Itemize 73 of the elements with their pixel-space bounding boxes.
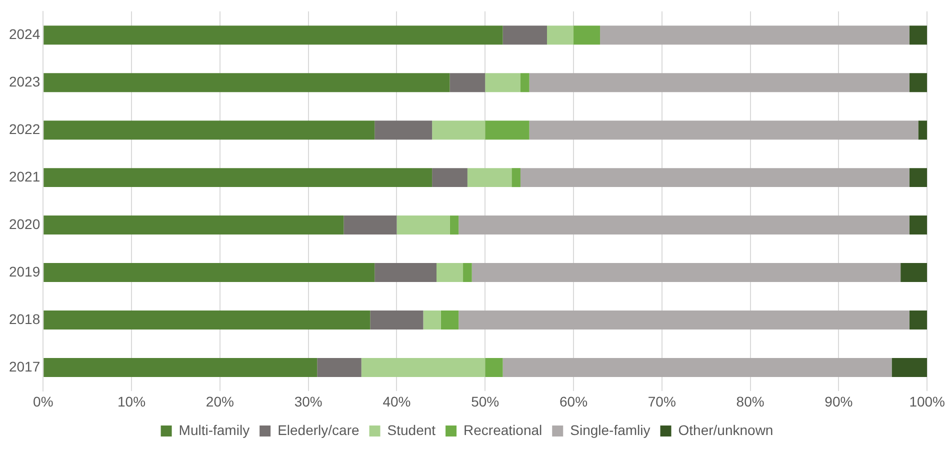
x-tick-label: 10% bbox=[118, 393, 146, 410]
bar bbox=[546, 26, 574, 45]
bar bbox=[485, 358, 503, 377]
x-tick-label: 20% bbox=[206, 393, 234, 410]
legend-label: Multi-family bbox=[178, 422, 250, 438]
bar bbox=[909, 216, 928, 235]
legend-label: Single-famliy bbox=[570, 422, 650, 438]
bar bbox=[502, 358, 892, 377]
y-tick-label: 2017 bbox=[8, 358, 40, 374]
bar bbox=[44, 120, 375, 140]
bar bbox=[520, 168, 910, 188]
x-tick-label: 70% bbox=[648, 393, 676, 410]
y-tick-label: 2024 bbox=[8, 26, 40, 42]
bar bbox=[361, 358, 486, 377]
y-tick-label: 2019 bbox=[8, 263, 40, 280]
bar bbox=[529, 120, 918, 140]
x-tick-label: 100% bbox=[909, 393, 946, 410]
bar bbox=[44, 216, 344, 235]
bar bbox=[370, 310, 424, 330]
x-tick-label: 30% bbox=[294, 393, 322, 410]
x-tick-label: 60% bbox=[560, 393, 588, 410]
bar bbox=[458, 216, 910, 235]
bar bbox=[440, 310, 459, 330]
bar bbox=[44, 263, 375, 282]
bar bbox=[463, 263, 472, 282]
bar bbox=[374, 120, 432, 140]
x-tick-label: 50% bbox=[471, 393, 500, 410]
bar bbox=[892, 358, 928, 377]
bar bbox=[574, 26, 600, 45]
bar bbox=[44, 73, 450, 92]
bar bbox=[900, 263, 928, 282]
y-tick-label: 2021 bbox=[8, 168, 40, 184]
bar bbox=[344, 216, 397, 235]
bar bbox=[44, 358, 318, 377]
y-tick-label: 2018 bbox=[8, 310, 40, 327]
bar bbox=[472, 263, 901, 282]
bar bbox=[529, 73, 910, 92]
bar bbox=[317, 358, 362, 377]
y-tick-label: 2020 bbox=[8, 216, 40, 232]
bar bbox=[502, 26, 547, 45]
y-tick-label: 2022 bbox=[8, 120, 40, 137]
bar bbox=[374, 263, 437, 282]
bar bbox=[423, 310, 441, 330]
bar bbox=[458, 310, 910, 330]
bar bbox=[450, 73, 486, 92]
bar bbox=[909, 310, 928, 330]
x-tick-label: 80% bbox=[736, 393, 764, 410]
y-tick-label: 2023 bbox=[8, 73, 40, 90]
bar bbox=[44, 168, 432, 188]
x-tick-label: 40% bbox=[382, 393, 411, 410]
bar bbox=[450, 216, 459, 235]
bar bbox=[44, 26, 503, 45]
bar bbox=[909, 26, 928, 45]
legend-label: Student bbox=[387, 422, 436, 438]
bar bbox=[909, 168, 928, 188]
legend-label: Elederly/care bbox=[278, 422, 360, 438]
bar bbox=[485, 120, 530, 140]
bar bbox=[436, 263, 464, 282]
bar bbox=[467, 168, 512, 188]
bar bbox=[485, 73, 520, 92]
bar bbox=[909, 73, 928, 92]
bar bbox=[512, 168, 520, 188]
bar bbox=[520, 73, 530, 92]
legend-label: Other/unknown bbox=[678, 422, 774, 438]
legend-label: Recreational bbox=[464, 422, 542, 438]
bar bbox=[918, 120, 928, 140]
bar bbox=[44, 310, 370, 330]
x-tick-label: 90% bbox=[824, 393, 853, 410]
bar bbox=[432, 120, 486, 140]
x-tick-label: 0% bbox=[33, 393, 54, 410]
bar bbox=[396, 216, 450, 235]
bar bbox=[600, 26, 910, 45]
bar bbox=[432, 168, 468, 188]
